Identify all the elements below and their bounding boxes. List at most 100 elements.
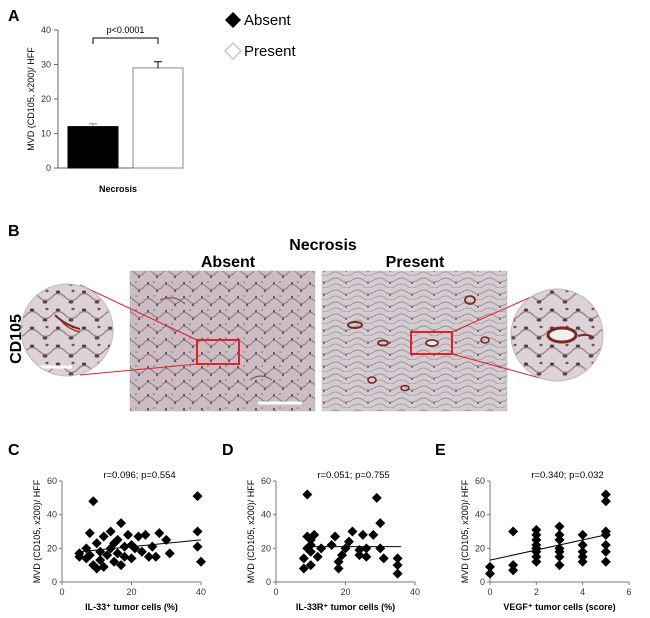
data-point-e (531, 529, 542, 540)
y-tick-label-e: 20 (475, 543, 485, 553)
data-point-c (192, 491, 203, 502)
scatter-chart-d: 0 20 40 60 0 20 40 r=0.051; p=0.755 IL-33R⁺ tumo… (246, 470, 420, 612)
y-tick-label-d: 60 (261, 476, 271, 486)
data-point-e (577, 539, 588, 550)
data-point-d (305, 539, 316, 550)
data-point-c (116, 518, 127, 529)
stat-annotation-d: r=0.051; p=0.755 (317, 470, 389, 481)
data-point-d (305, 560, 316, 571)
data-point-e (508, 560, 519, 571)
zoom-box-present (410, 331, 453, 355)
data-point-e (531, 534, 542, 545)
legend-item-absent: Absent (225, 12, 292, 29)
data-point-c (98, 531, 109, 542)
data-point-e (577, 551, 588, 562)
hollow-diamond-icon (223, 41, 243, 61)
y-tick-label-d: 40 (261, 510, 271, 520)
x-axis-label-c: IL-33⁺ tumor cells (%) (85, 602, 178, 612)
stat-annotation-e: r=0.340; p=0.032 (531, 470, 603, 481)
data-point-c (129, 543, 140, 554)
data-point-d (316, 543, 327, 554)
data-point-c (136, 546, 147, 557)
x-tick-label-c: 0 (59, 587, 64, 597)
y-tick-label-a: 30 (41, 60, 51, 70)
data-point-c (140, 529, 151, 540)
stat-annotation-c: r=0.096; p=0.554 (103, 470, 175, 481)
data-point-d (309, 529, 320, 540)
micrograph-label-present: Present (386, 254, 445, 271)
data-point-c (81, 543, 92, 554)
data-point-c (126, 553, 137, 564)
x-axis-label-e: VEGF⁺ tumor cells (score) (503, 602, 615, 612)
data-point-c (116, 560, 127, 571)
panel-letter-a: A (8, 8, 20, 25)
data-point-e (531, 551, 542, 562)
legend-item-present: Present (223, 41, 297, 61)
data-point-c (95, 555, 106, 566)
data-point-d (337, 550, 348, 561)
micrograph-title: Necrosis (289, 237, 357, 254)
data-point-d (354, 550, 365, 561)
legend-label-present: Present (244, 43, 297, 60)
data-point-d (333, 563, 344, 574)
x-tick-label-d: 20 (340, 587, 350, 597)
x-tick-label-d: 40 (410, 587, 420, 597)
data-point-e (600, 496, 611, 507)
micrograph-label-absent: Absent (201, 254, 256, 271)
data-point-c (119, 541, 130, 552)
x-tick-label-e: 0 (487, 587, 492, 597)
data-point-c (119, 551, 130, 562)
data-point-c (192, 526, 203, 537)
x-axis-label-a: Necrosis (99, 184, 137, 194)
y-tick-label-c: 0 (52, 577, 57, 587)
data-point-c (95, 546, 106, 557)
data-point-c (91, 563, 102, 574)
x-tick-label-c: 20 (126, 587, 136, 597)
data-point-d (312, 551, 323, 562)
y-tick-label-e: 40 (475, 510, 485, 520)
y-tick-label-a: 20 (41, 94, 51, 104)
data-point-c (91, 538, 102, 549)
data-point-d (305, 546, 316, 557)
data-point-e (554, 529, 565, 540)
legend: Absent Present (223, 12, 297, 61)
data-point-d (298, 553, 309, 564)
x-axis-label-d: IL-33R⁺ tumor cells (%) (296, 602, 395, 612)
data-point-e (554, 551, 565, 562)
data-point-c (112, 548, 123, 559)
data-point-e (531, 524, 542, 535)
legend-label-absent: Absent (244, 12, 292, 29)
y-tick-label-a: 10 (41, 129, 51, 139)
data-point-e (485, 561, 495, 572)
x-tick-label-e: 2 (534, 587, 539, 597)
data-point-e (600, 539, 611, 550)
data-point-d (354, 545, 365, 556)
x-tick-label-c: 40 (196, 587, 206, 597)
data-point-e (577, 546, 588, 557)
y-tick-label-c: 60 (47, 476, 57, 486)
zoom-circle-absent (20, 283, 114, 377)
bar-present (132, 67, 184, 169)
data-point-d (326, 539, 337, 550)
x-tick-label-e: 6 (626, 587, 631, 597)
data-point-d (330, 531, 341, 542)
y-tick-label-d: 0 (266, 577, 271, 587)
data-point-e (577, 529, 588, 540)
data-point-d (343, 536, 354, 547)
data-point-c (84, 528, 95, 539)
y-axis-label-a: MVD (CD105, x200)/ HFF (26, 47, 36, 151)
data-point-d (392, 553, 403, 564)
micrograph-present (321, 270, 508, 412)
y-tick-label-a: 0 (46, 163, 51, 173)
data-point-c (150, 551, 161, 562)
data-point-e (531, 539, 542, 550)
data-point-c (196, 556, 206, 567)
bar-chart-a: 0 10 20 30 40 p<0.0001 Necrosis MVD (CD105, x20… (26, 25, 184, 194)
panel-letter-d: D (222, 442, 234, 459)
y-tick-label-e: 60 (475, 476, 485, 486)
y-axis-label-c: MVD (CD105, x200)/ HFF (32, 479, 42, 583)
data-point-e (577, 556, 588, 567)
data-point-e (531, 556, 542, 567)
y-tick-label-d: 20 (261, 543, 271, 553)
